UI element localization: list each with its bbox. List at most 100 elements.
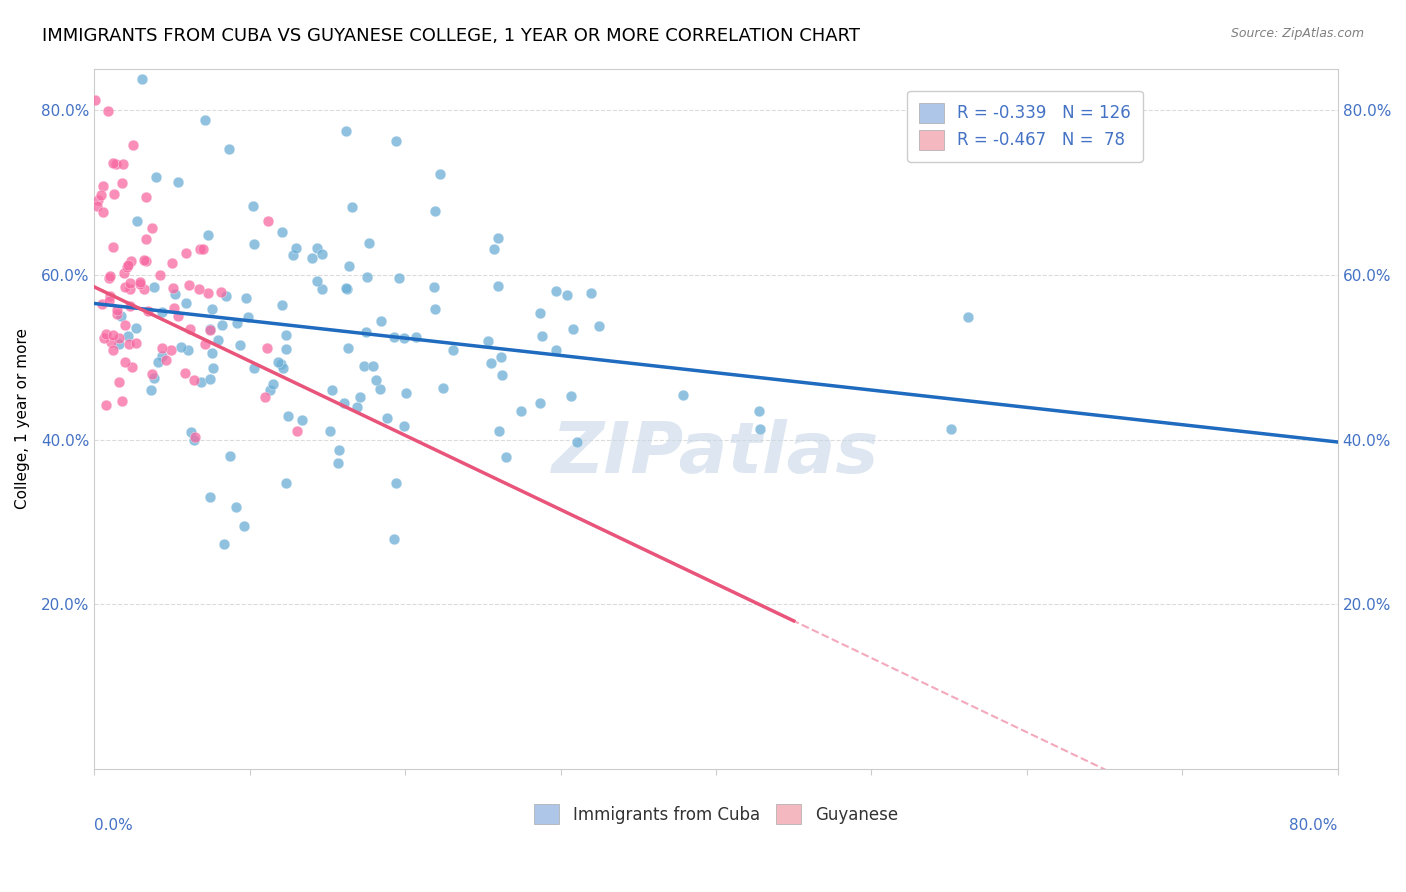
Point	[321, 383, 343, 397]
Legend: Immigrants from Cuba, Guyanese: Immigrants from Cuba, Guyanese	[527, 797, 904, 831]
Point	[748, 404, 770, 418]
Point	[112, 156, 135, 170]
Point	[103, 343, 125, 358]
Point	[138, 303, 160, 318]
Point	[305, 273, 328, 287]
Point	[359, 235, 381, 250]
Point	[183, 434, 205, 448]
Point	[274, 328, 297, 343]
Point	[146, 355, 169, 369]
Point	[749, 422, 772, 436]
Point	[257, 214, 280, 228]
Point	[489, 350, 512, 364]
Point	[188, 242, 211, 256]
Point	[305, 241, 328, 255]
Point	[495, 450, 517, 465]
Point	[91, 204, 114, 219]
Point	[477, 334, 499, 348]
Point	[284, 241, 307, 255]
Point	[530, 329, 553, 343]
Point	[529, 306, 551, 320]
Point	[197, 228, 219, 243]
Point	[117, 258, 139, 272]
Point	[370, 382, 392, 396]
Point	[120, 253, 142, 268]
Point	[83, 93, 105, 107]
Point	[174, 366, 197, 380]
Point	[117, 329, 139, 343]
Point	[560, 389, 582, 403]
Point	[242, 199, 264, 213]
Point	[361, 359, 384, 373]
Point	[202, 361, 225, 376]
Point	[588, 319, 610, 334]
Point	[271, 298, 294, 312]
Point	[211, 318, 233, 332]
Point	[346, 401, 368, 415]
Point	[86, 199, 108, 213]
Point	[94, 398, 117, 412]
Point	[488, 424, 510, 438]
Point	[555, 287, 578, 301]
Point	[262, 377, 284, 392]
Point	[162, 281, 184, 295]
Point	[256, 341, 278, 355]
Point	[198, 323, 221, 337]
Point	[180, 425, 202, 440]
Point	[277, 409, 299, 423]
Point	[364, 373, 387, 387]
Point	[429, 167, 451, 181]
Point	[229, 338, 252, 352]
Point	[101, 155, 124, 169]
Point	[108, 375, 131, 389]
Point	[112, 266, 135, 280]
Point	[135, 190, 157, 204]
Point	[238, 310, 260, 325]
Point	[104, 157, 127, 171]
Point	[198, 321, 221, 335]
Text: 0.0%: 0.0%	[94, 818, 134, 833]
Point	[423, 280, 446, 294]
Point	[349, 390, 371, 404]
Point	[482, 242, 505, 256]
Point	[135, 231, 157, 245]
Point	[135, 254, 157, 268]
Point	[129, 275, 152, 289]
Point	[425, 302, 447, 317]
Point	[194, 113, 217, 128]
Point	[93, 330, 115, 344]
Point	[198, 490, 221, 504]
Point	[91, 178, 114, 193]
Point	[394, 331, 416, 345]
Point	[142, 280, 165, 294]
Point	[174, 246, 197, 260]
Point	[565, 435, 588, 450]
Point	[335, 124, 357, 138]
Point	[132, 283, 155, 297]
Point	[956, 310, 979, 325]
Point	[274, 475, 297, 490]
Point	[385, 476, 408, 491]
Point	[111, 176, 134, 190]
Point	[183, 373, 205, 387]
Point	[339, 259, 361, 273]
Point	[546, 343, 568, 358]
Point	[225, 500, 247, 515]
Point	[114, 280, 136, 294]
Point	[118, 337, 141, 351]
Point	[141, 367, 163, 381]
Point	[103, 328, 125, 343]
Point	[177, 343, 200, 358]
Point	[491, 368, 513, 383]
Point	[384, 330, 406, 344]
Point	[405, 330, 427, 344]
Text: Source: ZipAtlas.com: Source: ZipAtlas.com	[1230, 27, 1364, 40]
Point	[139, 383, 162, 397]
Point	[382, 533, 405, 547]
Point	[328, 442, 350, 457]
Point	[385, 134, 408, 148]
Point	[98, 294, 121, 309]
Point	[219, 449, 242, 463]
Point	[105, 303, 128, 318]
Point	[671, 387, 693, 401]
